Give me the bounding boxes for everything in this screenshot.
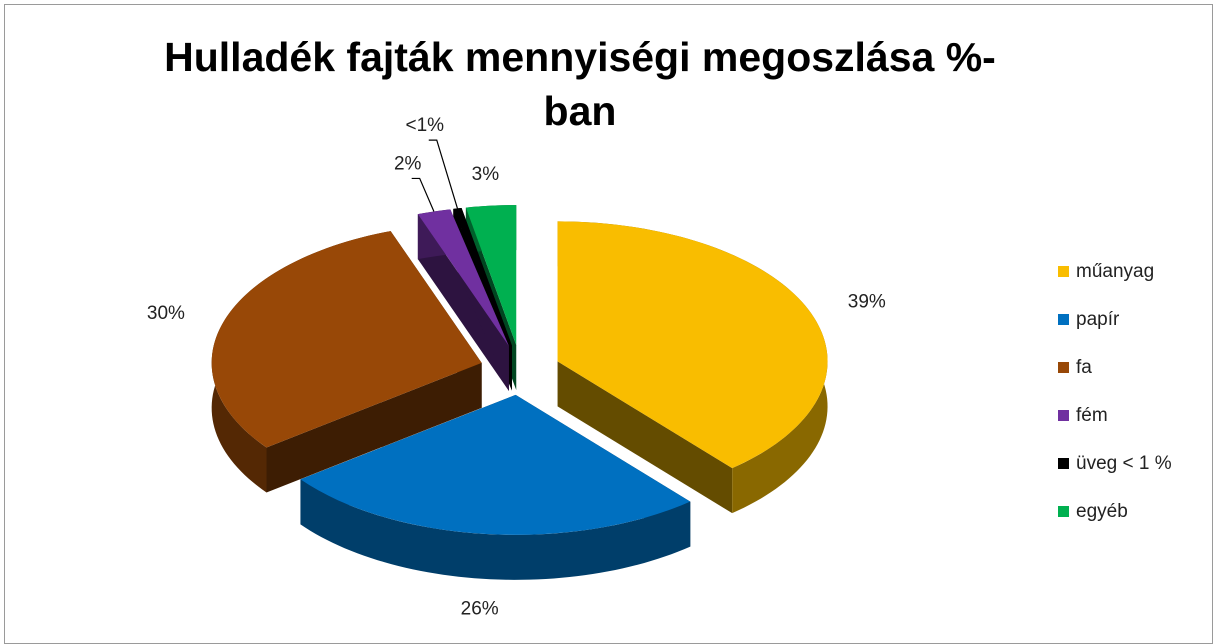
legend-label: egyéb — [1076, 501, 1128, 522]
leader-line — [428, 139, 459, 209]
data-label: <1% — [405, 115, 444, 136]
legend-swatch — [1058, 506, 1069, 517]
slice-top — [557, 221, 828, 469]
data-label: 26% — [461, 599, 499, 620]
slice-outer-side — [300, 479, 691, 580]
slice-radial-side — [557, 361, 733, 514]
pie-slice — [211, 231, 482, 493]
legend-label: üveg < 1 % — [1076, 453, 1172, 474]
chart-title: Hulladék fajták mennyiségi megoszlása %-… — [164, 34, 996, 134]
legend-swatch — [1058, 362, 1069, 373]
legend-label: fém — [1076, 405, 1108, 426]
chart: 39% 26% 30% 2% <1% 3% műanyag papír fa fém üveg < … — [147, 115, 1172, 620]
pie-slice — [557, 221, 828, 514]
data-label: 2% — [394, 153, 422, 174]
legend-label: papír — [1076, 309, 1120, 330]
leader-line — [411, 177, 435, 212]
legend-swatch — [1058, 410, 1069, 421]
data-label: 39% — [848, 292, 886, 313]
data-label: 3% — [472, 164, 500, 185]
pie-slice — [300, 394, 691, 580]
legend-swatch — [1058, 266, 1069, 277]
slice-radial-side — [266, 362, 482, 493]
legend-swatch — [1058, 458, 1069, 469]
legend-label: műanyag — [1076, 261, 1154, 282]
legend-label: fa — [1076, 357, 1092, 378]
slice-radial-side — [417, 214, 509, 391]
slice-top — [417, 209, 509, 346]
pie-slice — [417, 209, 509, 391]
slice-top — [300, 394, 691, 535]
legend-swatch — [1058, 314, 1069, 325]
slice-top — [453, 207, 512, 346]
slice-top — [465, 205, 517, 346]
data-label: 30% — [147, 303, 185, 324]
slice-top — [211, 231, 482, 448]
